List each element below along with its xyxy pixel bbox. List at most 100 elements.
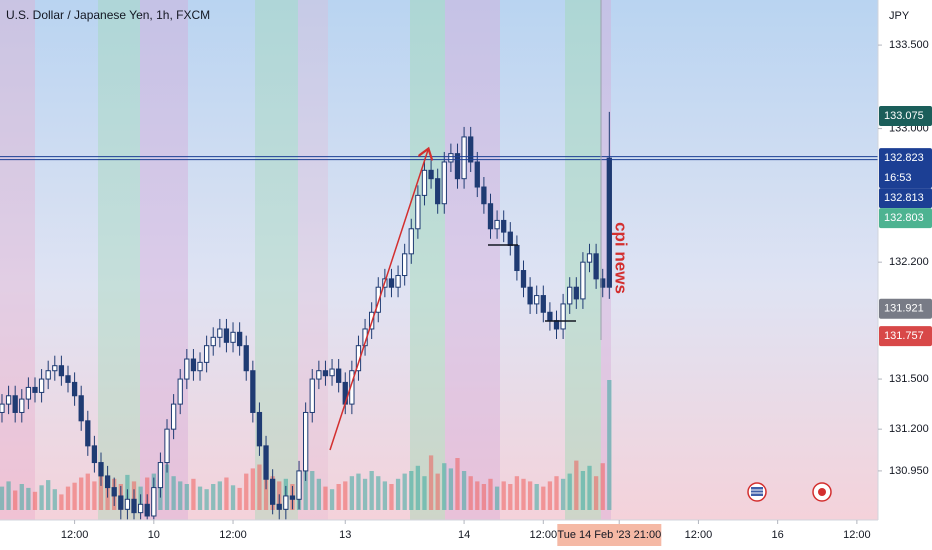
volume-bar <box>197 486 203 510</box>
volume-bar <box>554 476 559 510</box>
candle-body <box>38 378 45 393</box>
candle-body <box>501 219 507 233</box>
volume-bar <box>204 489 209 510</box>
volume-bar <box>435 473 440 510</box>
candle-body <box>276 503 282 510</box>
volume-bar <box>178 481 183 510</box>
volume-bar <box>217 481 222 510</box>
candle-body <box>52 365 58 372</box>
volume-bar <box>461 471 467 510</box>
candle-body <box>322 370 329 377</box>
candle-body <box>98 462 104 477</box>
y-tick-label: 132.200 <box>889 256 929 268</box>
volume-bar <box>422 476 427 510</box>
volume-bar <box>237 487 242 510</box>
annotation: cpi news <box>612 222 631 294</box>
volume-bar <box>567 473 572 510</box>
candle-body <box>45 370 51 380</box>
price-label: 132.803 <box>884 212 924 224</box>
volume-bar <box>6 481 11 510</box>
candle-body <box>520 270 527 288</box>
volume-bar <box>600 463 605 510</box>
volume-bar <box>547 481 553 510</box>
event-icons <box>747 482 832 502</box>
volume-bar <box>508 484 513 510</box>
candle-body <box>144 503 150 517</box>
volume-bar <box>534 484 539 510</box>
volume-bar <box>376 476 381 510</box>
currency-label: JPY <box>889 10 910 22</box>
candle-body <box>197 361 203 372</box>
candle-body <box>104 475 111 489</box>
candle-body <box>157 462 164 489</box>
candle-body <box>507 231 513 246</box>
volume-bar <box>343 481 348 510</box>
volume-bar <box>184 484 189 510</box>
price-axis <box>878 0 932 550</box>
candle-body <box>203 345 210 363</box>
candle-body <box>309 378 315 413</box>
volume-bar <box>263 471 269 510</box>
volume-bar <box>39 485 44 510</box>
candle-body <box>283 495 289 510</box>
candle-body <box>586 253 593 263</box>
volume-bar <box>481 484 487 510</box>
time-label: Tue 14 Feb '23 21:00 <box>557 529 661 541</box>
volume-bar <box>85 473 90 510</box>
candle-body <box>547 311 553 322</box>
chart-title: U.S. Dollar / Japanese Yen, 1h, FXCM <box>6 8 210 22</box>
candle-body <box>269 478 276 505</box>
volume-bar <box>415 465 421 510</box>
candle-body <box>474 161 480 188</box>
x-tick-label: 12:00 <box>685 529 713 541</box>
volume-bar <box>171 476 176 510</box>
candle-body <box>494 219 500 230</box>
price-label: 132.823 <box>884 152 924 164</box>
candle-body <box>408 228 414 255</box>
candle-body <box>124 498 131 510</box>
volume-bar <box>65 486 71 510</box>
candle-body <box>263 445 269 480</box>
candle-body <box>606 157 612 288</box>
candle-body <box>395 275 401 288</box>
volume-bar <box>521 478 526 510</box>
candle-body <box>184 358 190 380</box>
volume-bar <box>98 471 104 510</box>
volume-bar <box>164 464 170 510</box>
x-tick-label: 13 <box>339 529 351 541</box>
y-tick-label: 131.200 <box>889 423 929 435</box>
candle-body <box>461 136 467 180</box>
volume-bar <box>455 458 460 510</box>
candle-body <box>19 398 25 413</box>
candle-body <box>336 368 342 383</box>
trend-arrow <box>329 150 428 451</box>
candle-body <box>85 420 91 447</box>
x-tick-label: 14 <box>458 529 470 541</box>
volume-bar <box>560 478 566 510</box>
volume-bar <box>0 486 5 510</box>
plot-background <box>0 0 878 520</box>
candle-body <box>567 286 573 305</box>
volume-bar <box>310 471 315 510</box>
candle-body <box>131 498 137 514</box>
volume-bar <box>191 478 196 510</box>
candle-body <box>236 331 243 347</box>
volume-bar <box>428 455 434 510</box>
candle-body <box>25 386 32 400</box>
volume-bar <box>336 484 341 510</box>
volume-bar <box>32 491 38 510</box>
time-label-box <box>557 524 662 546</box>
volume-bar <box>211 484 216 510</box>
y-tick-label: 133.500 <box>889 39 929 51</box>
volume-bar <box>329 489 335 510</box>
candle-body <box>296 470 302 500</box>
candle-body <box>230 331 236 343</box>
volume-bar <box>59 494 64 510</box>
candle-body <box>593 253 599 280</box>
candle-body <box>177 378 183 405</box>
volume-bar <box>442 463 447 510</box>
candle-body <box>441 161 447 205</box>
price-label: 133.075 <box>884 110 924 122</box>
volume-bar <box>250 468 255 510</box>
